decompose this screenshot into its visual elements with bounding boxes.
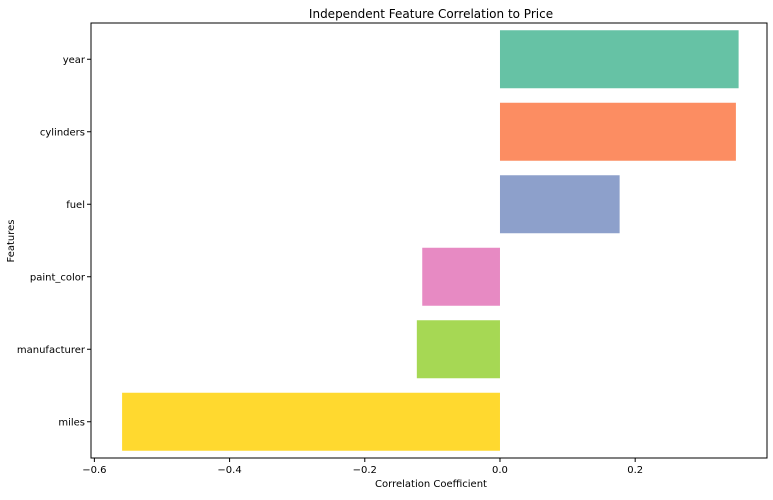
y-tick-label-cylinders: cylinders (40, 127, 85, 138)
bar-miles (122, 392, 500, 451)
y-tick-label-miles: miles (58, 417, 85, 428)
x-tick-label-0: −0.6 (82, 465, 106, 476)
y-axis-label: Features (6, 220, 17, 263)
y-tick-label-manufacturer: manufacturer (17, 345, 86, 356)
x-tick-label-3: 0.0 (492, 465, 508, 476)
x-tick-label-1: −0.4 (217, 465, 241, 476)
x-tick-label-4: 0.2 (627, 465, 643, 476)
y-tick-label-paint-color: paint_color (30, 272, 86, 283)
bars-group (122, 30, 739, 451)
y-axis-ticks: year cylinders fuel paint_color manufacturer… (17, 55, 91, 428)
y-tick-label-fuel: fuel (66, 200, 85, 211)
bar-cylinders (499, 102, 736, 161)
bar-year (499, 30, 739, 89)
x-axis-label: Correlation Coefficient (375, 479, 487, 490)
x-tick-label-2: −0.2 (353, 465, 377, 476)
y-tick-label-year: year (63, 55, 86, 66)
bar-fuel (499, 175, 620, 234)
bar-manufacturer (416, 320, 500, 379)
bar-paint-color (422, 247, 500, 306)
chart-title: Independent Feature Correlation to Price (309, 7, 553, 21)
plot-area-frame (90, 22, 768, 459)
x-axis-ticks: −0.6 −0.4 −0.2 0.0 0.2 (82, 458, 643, 476)
